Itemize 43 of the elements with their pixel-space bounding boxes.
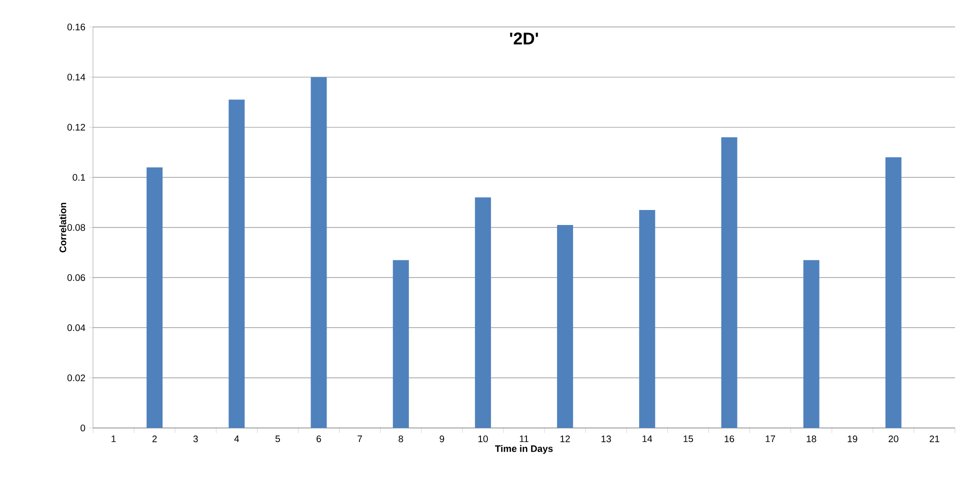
bar	[392, 260, 409, 428]
y-tick-label: 0.06	[67, 274, 86, 281]
x-tick-label: 15	[684, 436, 694, 442]
x-tick-label: 10	[478, 436, 488, 442]
y-tick-label: 0.12	[67, 124, 86, 131]
x-tick-label: 19	[848, 436, 858, 442]
x-axis-title: Time in Days	[495, 445, 553, 454]
x-tick-label: 13	[602, 436, 611, 442]
y-tick-label: 0.1	[72, 174, 86, 181]
x-tick-label: 5	[275, 436, 280, 442]
x-tick-label: 3	[193, 436, 198, 442]
bar	[146, 167, 163, 428]
x-tick-label: 6	[316, 436, 321, 442]
bar	[557, 224, 574, 428]
x-tick-label: 9	[440, 436, 444, 442]
bar	[721, 137, 738, 428]
x-tick-label: 12	[560, 436, 570, 442]
x-tick-label: 8	[398, 436, 404, 442]
x-tick-label: 17	[766, 436, 776, 442]
x-tick-label: 18	[806, 436, 816, 442]
x-tick-label: 1	[112, 436, 116, 442]
x-tick-label: 20	[888, 436, 898, 442]
x-tick-label: 16	[724, 436, 734, 442]
x-tick-label: 21	[930, 436, 940, 442]
bar	[639, 210, 656, 428]
bar	[228, 100, 245, 428]
bar	[885, 157, 902, 428]
bar	[803, 260, 820, 428]
y-tick-label: 0.16	[67, 24, 86, 30]
y-axis-title: Correlation	[59, 202, 66, 252]
y-tick-label: 0.08	[67, 224, 86, 231]
x-tick-label: 7	[358, 436, 362, 442]
x-tick-label: 2	[152, 436, 157, 442]
y-tick-label: 0.04	[67, 324, 86, 332]
bar	[474, 197, 491, 428]
chart-title: '2D'	[510, 32, 538, 44]
x-tick-label: 4	[234, 436, 240, 442]
x-tick-label: 14	[642, 436, 652, 442]
y-tick-label: 0.02	[67, 374, 86, 382]
x-tick-label: 11	[520, 436, 528, 442]
y-tick-label: 0	[80, 424, 86, 432]
bar	[310, 77, 327, 428]
y-tick-label: 0.14	[67, 74, 86, 80]
